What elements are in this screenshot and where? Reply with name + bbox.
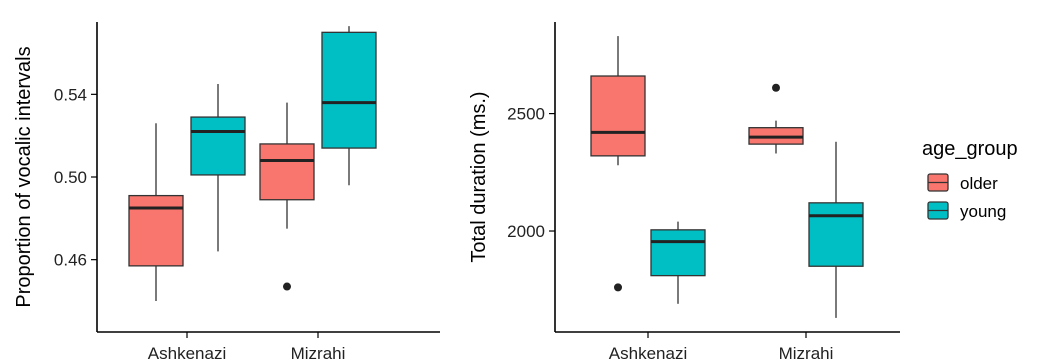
legend-title: age_group — [922, 138, 1018, 160]
box-older-mizrahi — [748, 83, 804, 154]
y-tick-label: 0.54 — [54, 85, 87, 104]
legend: age_group older young — [922, 138, 1018, 221]
box-older-ashkenazi — [590, 36, 646, 292]
box-young-mizrahi — [808, 141, 864, 318]
iqr-box — [808, 202, 864, 267]
iqr-box — [321, 31, 377, 149]
outlier-point — [614, 283, 622, 292]
x-tick-label: Mizrahi — [779, 344, 834, 363]
iqr-box — [650, 229, 706, 277]
y-axis-title: Proportion of vocalic intervals — [13, 46, 35, 307]
box-young-ashkenazi — [650, 221, 706, 304]
iqr-box — [259, 143, 315, 201]
y-axis-title: Total duration (ms.) — [468, 91, 490, 262]
x-tick-label: Mizrahi — [291, 344, 346, 363]
legend-label-young: young — [960, 202, 1006, 221]
y-tick-label: 2000 — [507, 222, 545, 241]
total-duration-panel: 2000 2500 Ashkenazi Mizrahi Total duration (… — [468, 22, 900, 363]
outlier-point — [772, 83, 780, 92]
box-young-ashkenazi — [190, 84, 246, 252]
box-older-ashkenazi — [128, 123, 184, 301]
y-tick-label: 0.50 — [54, 168, 87, 187]
iqr-box — [190, 116, 246, 176]
iqr-box — [590, 75, 646, 157]
vocalic-proportion-panel: 0.46 0.50 0.54 Ashkenazi Mizrahi Proportion o… — [13, 22, 440, 363]
iqr-box — [128, 194, 184, 267]
x-tick-label: Ashkenazi — [148, 344, 226, 363]
x-tick-label: Ashkenazi — [609, 344, 687, 363]
y-tick-label: 2500 — [507, 105, 545, 124]
box-older-mizrahi — [259, 102, 315, 291]
box-young-mizrahi — [321, 26, 377, 186]
legend-label-older: older — [960, 174, 998, 193]
outlier-point — [283, 282, 291, 291]
y-tick-label: 0.46 — [54, 251, 87, 270]
